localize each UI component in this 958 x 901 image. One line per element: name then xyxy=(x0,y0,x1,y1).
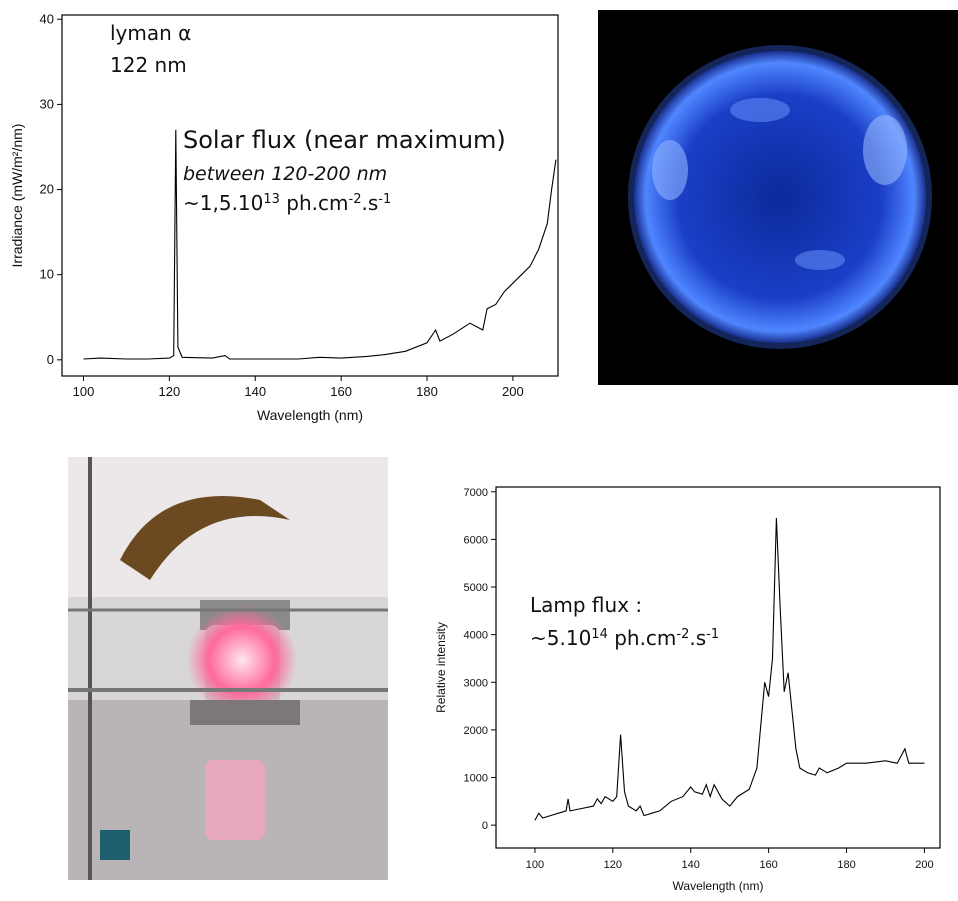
note-text: ~1,5.10 xyxy=(183,191,263,215)
x-tick-label: 180 xyxy=(837,859,855,871)
y-tick-label: 4000 xyxy=(464,630,488,642)
superscript: -2 xyxy=(676,627,689,642)
y-tick-label: 5000 xyxy=(464,582,488,594)
figure: 100120140160180200010203040Wavelength (n… xyxy=(0,0,958,901)
x-tick-label: 160 xyxy=(759,859,777,871)
x-tick-label: 200 xyxy=(915,859,933,871)
y-axis-label: Irradiance (mW/m²/nm) xyxy=(9,124,25,268)
y-tick-label: 40 xyxy=(40,11,54,26)
annotation: 122 nm xyxy=(110,53,187,77)
note-text: ph.cm xyxy=(280,191,349,215)
y-tick-label: 0 xyxy=(47,352,54,367)
superscript: 14 xyxy=(591,627,608,642)
y-tick-label: 3000 xyxy=(464,677,488,689)
spectrum-line xyxy=(535,518,925,820)
x-tick-label: 160 xyxy=(330,384,352,399)
x-tick-label: 100 xyxy=(526,859,544,871)
superscript: -2 xyxy=(349,192,362,207)
annotation: between 120-200 nm xyxy=(183,163,387,185)
flux-note: ~1,5.1013 ph.cm-2.s-1 xyxy=(183,191,391,215)
x-tick-label: 180 xyxy=(416,384,438,399)
note-text: .s xyxy=(689,626,706,650)
x-axis-label: Wavelength (nm) xyxy=(257,407,363,423)
x-tick-label: 140 xyxy=(682,859,700,871)
flux-note: ~5.1014 ph.cm-2.s-1 xyxy=(530,626,719,650)
x-tick-label: 100 xyxy=(73,384,95,399)
x-tick-label: 120 xyxy=(159,384,181,399)
annotation: Solar flux (near maximum) xyxy=(183,126,506,154)
x-tick-label: 120 xyxy=(604,859,622,871)
y-tick-label: 0 xyxy=(482,820,488,832)
y-tick-label: 6000 xyxy=(464,534,488,546)
lamp-photo xyxy=(68,457,388,880)
y-tick-label: 10 xyxy=(40,267,54,282)
superscript: -1 xyxy=(706,627,719,642)
y-tick-label: 20 xyxy=(40,182,54,197)
y-axis-label: Relative intensity xyxy=(434,622,448,713)
x-tick-label: 140 xyxy=(244,384,266,399)
plot-frame xyxy=(496,487,940,848)
y-tick-label: 7000 xyxy=(464,487,488,499)
note-text: ph.cm xyxy=(608,626,677,650)
x-axis-label: Wavelength (nm) xyxy=(673,879,764,893)
note-text: .s xyxy=(361,191,378,215)
superscript: 13 xyxy=(263,192,280,207)
sun-photo xyxy=(598,10,958,385)
y-tick-label: 30 xyxy=(40,96,54,111)
y-tick-label: 1000 xyxy=(464,773,488,785)
x-tick-label: 200 xyxy=(502,384,524,399)
superscript: -1 xyxy=(378,192,391,207)
annotation: Lamp flux : xyxy=(530,593,642,617)
y-tick-label: 2000 xyxy=(464,725,488,737)
note-text: ~5.10 xyxy=(530,626,591,650)
annotation: lyman α xyxy=(110,21,191,45)
